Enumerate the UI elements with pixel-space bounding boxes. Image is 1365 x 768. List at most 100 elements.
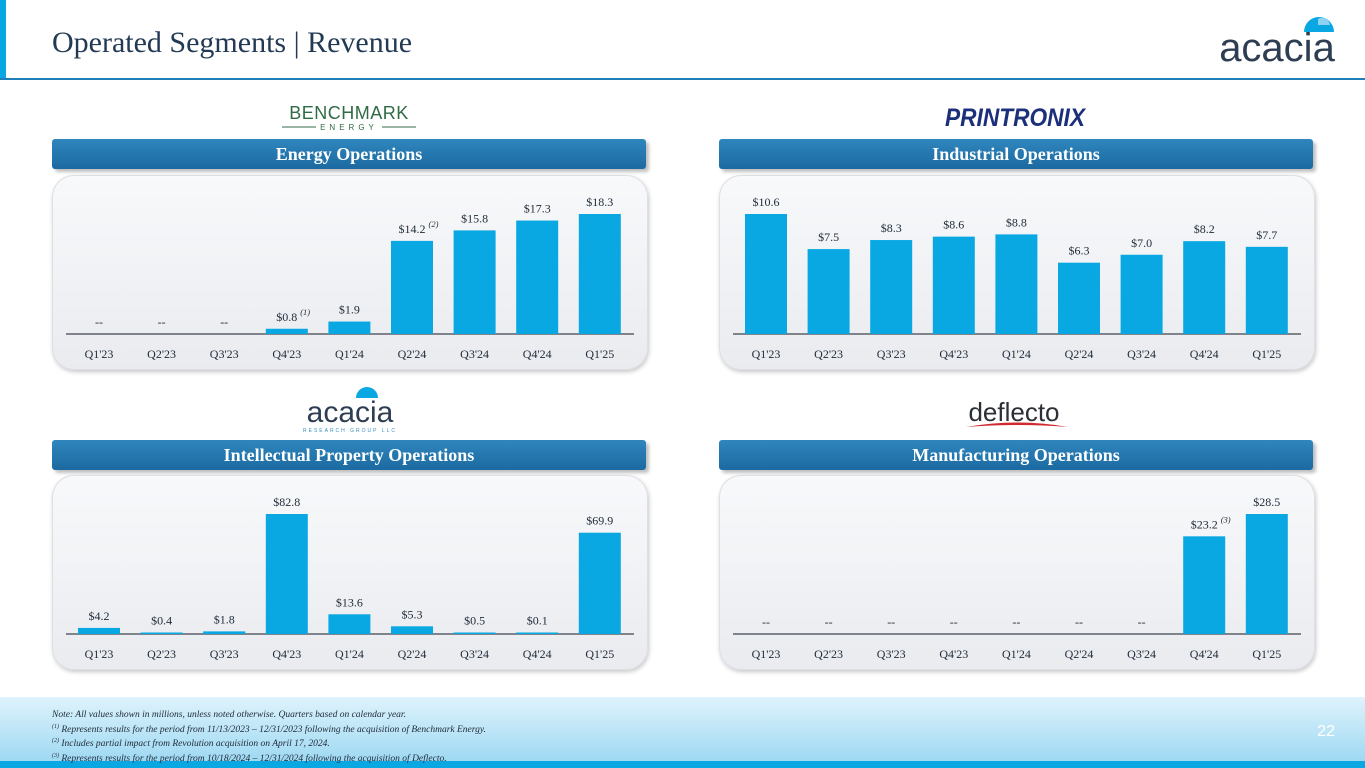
bar-Q3'24	[453, 632, 496, 634]
chart-panel-manufacturing: -- Q1'23 -- Q2'23 -- Q3'23 -- Q4'23 -- Q1'24 -- Q2'…	[719, 475, 1315, 670]
data-label: $8.2	[1194, 222, 1215, 236]
tick-label: Q3'23	[210, 647, 239, 661]
bar-Q2'24	[1058, 262, 1100, 334]
bar-Q1'24	[328, 614, 371, 634]
data-label: $1.8	[214, 612, 235, 626]
data-label: $8.8	[1006, 215, 1027, 229]
data-label: --	[825, 615, 833, 629]
bar-Q2'24	[391, 626, 433, 634]
data-label: $28.5	[1253, 495, 1280, 509]
tick-label: Q1'24	[335, 647, 364, 661]
footnote-mark: (3)	[52, 752, 59, 759]
data-label: $15.8	[461, 211, 488, 225]
data-label: $10.6	[753, 195, 780, 209]
acacia-research-group-logo: acacia RESEARCH GROUP LLC	[303, 387, 395, 434]
acacia-logo-highlight-icon	[1318, 17, 1330, 25]
footnote-marker: (1)	[300, 307, 310, 317]
data-label: $4.2	[89, 609, 110, 623]
data-label: --	[1075, 615, 1083, 629]
footnote-marker: (2)	[429, 219, 439, 229]
tick-label: Q2'23	[814, 647, 843, 661]
tick-label: Q3'24	[460, 647, 489, 661]
tick-label: Q1'24	[335, 347, 364, 361]
footnote-line: (3) Represents results for the period fr…	[52, 751, 1152, 766]
footnote-mark: (1)	[52, 723, 59, 730]
footer-band	[0, 697, 1365, 761]
tick-label: Q3'23	[877, 347, 906, 361]
footnote-text: Includes partial impact from Revolution …	[59, 739, 330, 750]
bar-Q1'25	[578, 214, 621, 334]
data-label: $23.2	[1191, 517, 1218, 531]
data-label: $13.6	[336, 595, 363, 609]
data-label: --	[950, 615, 958, 629]
deflecto-logo-text: deflecto	[968, 397, 1059, 427]
tick-label: Q3'24	[1127, 647, 1156, 661]
tick-label: Q4'23	[939, 647, 968, 661]
tick-label: Q2'24	[398, 347, 427, 361]
footnote-line: (2) Includes partial impact from Revolut…	[52, 736, 1152, 751]
tick-label: Q3'24	[460, 347, 489, 361]
benchmark-energy-logo: BENCHMARK ENERGY	[282, 103, 416, 132]
data-label: $7.7	[1256, 228, 1277, 242]
tick-label: Q1'24	[1002, 647, 1031, 661]
bar-Q4'24	[516, 220, 559, 334]
acacia-rg-logo-text: acacia	[307, 396, 394, 429]
bar-Q2'23	[807, 249, 850, 334]
data-label: --	[887, 615, 895, 629]
printronix-logo-text: PRINTRONIX	[945, 104, 1086, 132]
tick-label: Q4'24	[1190, 647, 1219, 661]
intellectual-property-operations-chart: $4.2 Q1'23 $0.4 Q2'23 $1.8 Q3'23 $82.8 Q4'23 $13…	[66, 495, 634, 661]
data-label: $14.2	[399, 222, 426, 236]
bar-Q1'25	[578, 532, 621, 634]
benchmark-logo-subtext: ENERGY	[320, 123, 378, 132]
tick-label: Q1'25	[1252, 347, 1281, 361]
tick-label: Q4'23	[939, 347, 968, 361]
tick-label: Q3'23	[877, 647, 906, 661]
chart-panel-industrial: $10.6 Q1'23 $7.5 Q2'23 $8.3 Q3'23 $8.6 Q4'23 $8.…	[719, 175, 1315, 370]
data-label: $7.5	[818, 230, 839, 244]
tick-label: Q2'24	[398, 647, 427, 661]
bar-Q1'24	[995, 234, 1038, 334]
data-label: $69.9	[586, 514, 613, 528]
chart-panel-intellectual-property: $4.2 Q1'23 $0.4 Q2'23 $1.8 Q3'23 $82.8 Q4'23 $13…	[52, 475, 648, 670]
deflecto-logo: deflecto	[966, 397, 1068, 427]
data-label: $18.3	[586, 195, 613, 209]
page-number: 22	[1317, 723, 1335, 740]
title-divider	[0, 78, 1365, 80]
tick-label: Q1'25	[585, 347, 614, 361]
bar-Q4'23	[265, 328, 308, 334]
tick-label: Q3'24	[1127, 347, 1156, 361]
chart-panel-energy: -- Q1'23 -- Q2'23 -- Q3'23 $0.8 (1) Q4'23 $1.9 Q1'…	[52, 175, 648, 370]
tick-label: Q1'25	[1252, 647, 1281, 661]
data-label: $0.4	[151, 614, 172, 628]
bar-Q3'24	[1120, 254, 1163, 334]
benchmark-logo-text: BENCHMARK	[289, 103, 409, 123]
data-label: $8.6	[943, 218, 964, 232]
manufacturing-operations-chart: -- Q1'23 -- Q2'23 -- Q3'23 -- Q4'23 -- Q1'24 -- Q2'…	[733, 495, 1301, 661]
data-label: $0.8	[276, 310, 297, 324]
bar-Q2'23	[140, 632, 183, 634]
banner-intellectual-property-operations: Intellectual Property Operations	[52, 440, 646, 470]
bar-Q2'24	[391, 240, 433, 334]
bar-Q1'25	[1245, 514, 1288, 634]
data-label: $7.0	[1131, 236, 1152, 250]
data-label: --	[158, 315, 166, 329]
tick-label: Q2'24	[1065, 647, 1094, 661]
printronix-logo: PRINTRONIX	[945, 104, 1086, 132]
banner-energy-operations: Energy Operations	[52, 139, 646, 169]
acacia-brand-logo: acacia	[1219, 17, 1336, 68]
bar-Q3'24	[453, 230, 496, 334]
tick-label: Q2'23	[147, 347, 176, 361]
bar-Q4'24	[1183, 241, 1226, 334]
bar-Q1'25	[1245, 246, 1288, 334]
energy-operations-chart: -- Q1'23 -- Q2'23 -- Q3'23 $0.8 (1) Q4'23 $1.9 Q1'…	[66, 195, 634, 361]
tick-label: Q4'23	[272, 347, 301, 361]
data-label: $17.3	[524, 202, 551, 216]
acacia-rg-dome-icon	[356, 387, 378, 398]
acacia-logo-text: acacia	[1219, 26, 1335, 68]
footnote-mark: (2)	[52, 738, 59, 745]
tick-label: Q1'23	[752, 347, 781, 361]
data-label: $1.9	[339, 303, 360, 317]
industrial-operations-chart: $10.6 Q1'23 $7.5 Q2'23 $8.3 Q3'23 $8.6 Q4'23 $8.…	[733, 195, 1301, 361]
tick-label: Q2'24	[1065, 347, 1094, 361]
